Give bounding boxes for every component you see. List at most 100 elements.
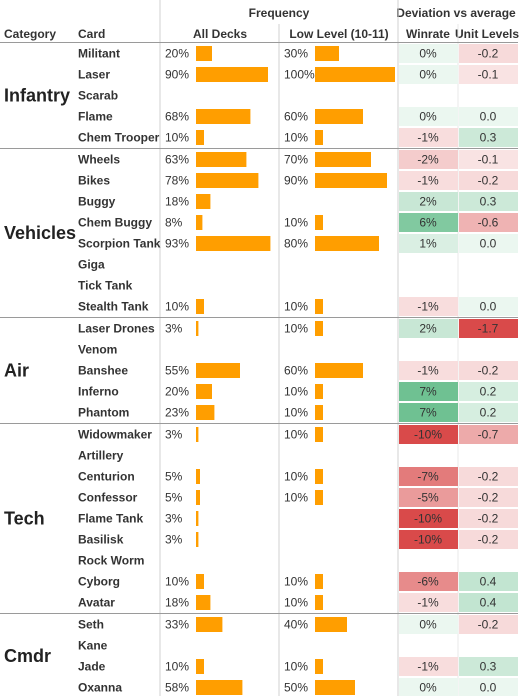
unit-levels-cell <box>459 213 518 232</box>
table-row: Bikes 78% 90% -1% -0.2 <box>78 171 518 190</box>
winrate-cell <box>399 128 458 147</box>
winrate-cell <box>399 425 458 444</box>
winrate-value: 2% <box>419 195 437 209</box>
low-level-bar <box>315 109 363 124</box>
low-level-value: 10% <box>284 300 308 314</box>
all-decks-bar <box>196 532 199 547</box>
low-level-value: 10% <box>284 470 308 484</box>
low-level-bar <box>315 595 323 610</box>
table-row: Buggy 18% 2% 0.3 <box>78 192 518 211</box>
all-decks-value: 78% <box>165 174 189 188</box>
unit-levels-value: -0.1 <box>478 68 499 82</box>
unit-levels-value: 0.4 <box>480 596 497 610</box>
all-decks-bar <box>196 215 203 230</box>
card-label: Oxanna <box>78 681 122 695</box>
unit-levels-cell <box>459 234 518 253</box>
table-row: Tick Tank <box>78 279 133 293</box>
card-label: Avatar <box>78 596 115 610</box>
unit-levels-value: -0.6 <box>478 216 499 230</box>
header-winrate: Winrate <box>406 27 450 41</box>
card-label: Flame <box>78 110 113 124</box>
winrate-cell <box>399 171 458 190</box>
low-level-bar <box>315 299 323 314</box>
all-decks-bar <box>196 109 251 124</box>
table-row: Wheels 63% 70% -2% -0.1 <box>78 150 518 169</box>
low-level-bar <box>315 215 323 230</box>
all-decks-value: 18% <box>165 596 189 610</box>
card-label: Laser Drones <box>78 322 155 336</box>
unit-levels-cell <box>459 107 518 126</box>
all-decks-bar <box>196 427 199 442</box>
table-row: Kane <box>78 639 108 653</box>
winrate-cell <box>399 657 458 676</box>
winrate-cell <box>399 361 458 380</box>
table-row: Seth 33% 40% 0% -0.2 <box>78 615 518 634</box>
winrate-cell <box>399 467 458 486</box>
unit-levels-value: -0.2 <box>478 491 499 505</box>
table-row: Scorpion Tank 93% 80% 1% 0.0 <box>78 234 518 253</box>
unit-levels-cell <box>459 425 518 444</box>
winrate-value: -6% <box>417 575 439 589</box>
table-row: Inferno 20% 10% 7% 0.2 <box>78 382 518 401</box>
unit-levels-value: -0.2 <box>478 174 499 188</box>
card-label: Jade <box>78 660 106 674</box>
all-decks-bar <box>196 384 212 399</box>
card-label: Giga <box>78 258 105 272</box>
unit-levels-value: 0.0 <box>480 237 497 251</box>
card-label: Seth <box>78 618 104 632</box>
winrate-value: -5% <box>417 491 439 505</box>
table-row: Flame 68% 60% 0% 0.0 <box>78 107 518 126</box>
table-row: Jade 10% 10% -1% 0.3 <box>78 657 518 676</box>
card-label: Chem Trooper <box>78 131 160 145</box>
unit-levels-cell <box>459 467 518 486</box>
winrate-cell <box>399 382 458 401</box>
all-decks-bar <box>196 299 204 314</box>
unit-levels-value: 0.2 <box>480 385 497 399</box>
card-label: Tick Tank <box>78 279 133 293</box>
low-level-value: 50% <box>284 681 308 695</box>
table-row: Chem Trooper 10% 10% -1% 0.3 <box>78 128 518 147</box>
all-decks-bar <box>196 236 271 251</box>
winrate-value: -1% <box>417 174 439 188</box>
unit-levels-value: -0.2 <box>478 364 499 378</box>
all-decks-value: 23% <box>165 406 189 420</box>
low-level-value: 90% <box>284 174 308 188</box>
all-decks-bar <box>196 321 199 336</box>
card-label: Bikes <box>78 174 110 188</box>
all-decks-bar <box>196 194 211 209</box>
all-decks-bar <box>196 617 223 632</box>
low-level-bar <box>315 405 323 420</box>
card-label: Rock Worm <box>78 554 144 568</box>
card-label: Centurion <box>78 470 135 484</box>
winrate-value: -10% <box>414 512 442 526</box>
all-decks-bar <box>196 363 240 378</box>
winrate-value: 7% <box>419 385 437 399</box>
winrate-cell <box>399 403 458 422</box>
unit-levels-cell <box>459 488 518 507</box>
category-group-infantry: Militant 20% 30% 0% -0.2 Laser 90% 100% 0% -0.1 Sc… <box>4 44 518 147</box>
low-level-bar <box>315 659 323 674</box>
unit-levels-value: -0.2 <box>478 470 499 484</box>
card-label: Scorpion Tank <box>78 237 161 251</box>
all-decks-value: 90% <box>165 68 189 82</box>
winrate-cell <box>399 572 458 591</box>
header-low-level: Low Level (10-11) <box>289 27 388 41</box>
header-frequency: Frequency <box>249 6 310 20</box>
category-group-air: Laser Drones 3% 10% 2% -1.7 Venom Banshee 55% 60… <box>4 319 518 422</box>
table-row: Scarab <box>78 89 118 103</box>
card-label: Cyborg <box>78 575 120 589</box>
low-level-value: 10% <box>284 131 308 145</box>
winrate-value: -1% <box>417 300 439 314</box>
winrate-cell <box>399 44 458 63</box>
winrate-cell <box>399 234 458 253</box>
low-level-bar <box>315 427 323 442</box>
card-label: Confessor <box>78 491 138 505</box>
category-label: Air <box>4 361 29 381</box>
card-label: Flame Tank <box>78 512 143 526</box>
table-row: Laser Drones 3% 10% 2% -1.7 <box>78 319 518 338</box>
all-decks-value: 10% <box>165 131 189 145</box>
card-label: Laser <box>78 68 110 82</box>
header-group: Frequency Deviation vs average Category … <box>4 6 519 41</box>
